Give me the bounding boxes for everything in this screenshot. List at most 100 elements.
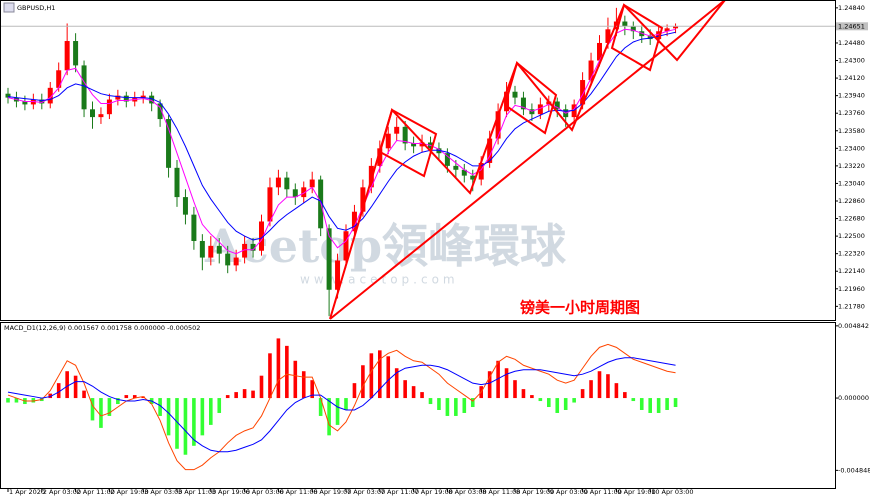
channel: [378, 108, 438, 178]
macd-bar: [361, 365, 365, 399]
candle-body: [199, 240, 205, 258]
axes: 1.248401.246601.244801.243001.241201.239…: [7, 4, 870, 496]
candle-body: [81, 65, 87, 110]
macd-bar: [301, 371, 306, 399]
candle-body: [47, 87, 53, 104]
x-tick-label: 1 Apr 2020: [9, 488, 45, 496]
macd-bar: [386, 356, 391, 399]
candle-body: [191, 214, 197, 241]
indicator-line: [7, 357, 676, 453]
candle-body: [664, 28, 670, 32]
macd-bar: [90, 398, 95, 421]
macd-bar: [504, 368, 509, 399]
x-tick-label: 9 Apr 19:00: [617, 488, 655, 496]
candle-body: [106, 99, 112, 115]
macd-bar: [639, 398, 644, 410]
x-tick-label: 3 Apr 19:00: [212, 488, 250, 496]
watermark: Acetop領峰環球 www.acetop.com: [204, 219, 567, 287]
macd-bar: [73, 375, 78, 399]
indicator-line: [7, 28, 676, 255]
candle-body: [22, 101, 28, 105]
macd-title: MACD_D1(12,26,9) 0.001567 0.001758 0.000…: [4, 324, 200, 332]
macd-bar: [276, 338, 281, 399]
x-tick-label: 7 Apr 19:00: [415, 488, 453, 496]
macd-bar: [563, 398, 568, 410]
candle-body: [208, 245, 214, 258]
macd-bar: [183, 398, 188, 455]
candle-body: [216, 245, 222, 254]
macd-bar: [521, 389, 526, 399]
candle-body: [335, 260, 341, 290]
macd-bar: [673, 398, 678, 408]
candle-body: [233, 257, 239, 266]
candle-body: [301, 187, 307, 198]
macd-bar: [420, 392, 424, 399]
candle-body: [149, 95, 155, 104]
channel: [610, 3, 664, 72]
candle-body: [495, 111, 501, 139]
macd-bar: [82, 390, 86, 399]
trendline: [329, 0, 726, 320]
macd-bar: [132, 395, 137, 399]
macd-bar: [470, 398, 475, 408]
y-tick-label: 1.22680: [838, 215, 865, 223]
macd-bar: [234, 392, 238, 399]
y-tick-label: 1.24840: [838, 4, 865, 12]
y-tick-label: 1.23940: [838, 92, 865, 100]
y-tick-label: 1.22140: [838, 267, 865, 275]
candle-body: [419, 142, 425, 147]
y-tick-label: 1.21960: [838, 285, 865, 293]
candle-body: [351, 211, 357, 232]
macd-bar: [648, 398, 652, 413]
macd-bar: [242, 389, 247, 399]
y-tick-label: 1.22500: [838, 232, 865, 240]
candle-body: [123, 95, 129, 102]
macd-bar: [606, 374, 610, 399]
x-tick-label: 6 Apr 19:00: [313, 488, 351, 496]
macd-bar: [285, 345, 289, 399]
candle-body: [411, 143, 417, 147]
macd-bar: [623, 392, 627, 399]
y-tick-label: 1.22860: [838, 197, 865, 205]
macd-bar: [454, 398, 458, 416]
candle-body: [394, 126, 400, 134]
candle-body: [512, 91, 518, 98]
candle-body: [520, 97, 526, 110]
window-icon: [3, 2, 15, 13]
candle-body: [630, 26, 636, 32]
candle-body: [292, 189, 298, 198]
candle-body: [588, 60, 594, 81]
candle-body: [580, 80, 586, 105]
y-tick-label: 1.24300: [838, 57, 865, 65]
candle-body: [444, 153, 450, 166]
candle-body: [326, 228, 332, 290]
candle-body: [166, 119, 172, 168]
candle-body: [157, 103, 163, 120]
macd-bar: [6, 398, 10, 403]
price-frame: [0, 0, 836, 321]
candle-body: [140, 95, 146, 98]
candle-body: [275, 177, 281, 188]
macd-bar: [116, 398, 120, 405]
macd-bar: [318, 398, 323, 416]
candle-body: [656, 31, 662, 40]
candle-body: [461, 169, 467, 176]
macd-bar: [158, 398, 162, 416]
macd-bar: [327, 398, 331, 436]
x-tick-label: 9 Apr 11:00: [584, 488, 622, 496]
x-tick-label: 3 Apr 11:00: [178, 488, 216, 496]
x-tick-label: 8 Apr 11:00: [482, 488, 520, 496]
candle-body: [470, 175, 476, 180]
candle-body: [242, 243, 248, 258]
macd-bar: [530, 395, 534, 399]
macd-bar: [496, 360, 500, 399]
macd-bar: [107, 398, 112, 416]
candle-body: [360, 187, 366, 212]
y-tick-label: 1.24480: [838, 39, 865, 47]
indicator-line: [7, 31, 676, 241]
y-tick-label: 1.23400: [838, 144, 865, 152]
macd-bar: [437, 398, 441, 410]
macd-bar: [403, 380, 407, 399]
y-tick-label: 0.000000: [838, 394, 869, 402]
